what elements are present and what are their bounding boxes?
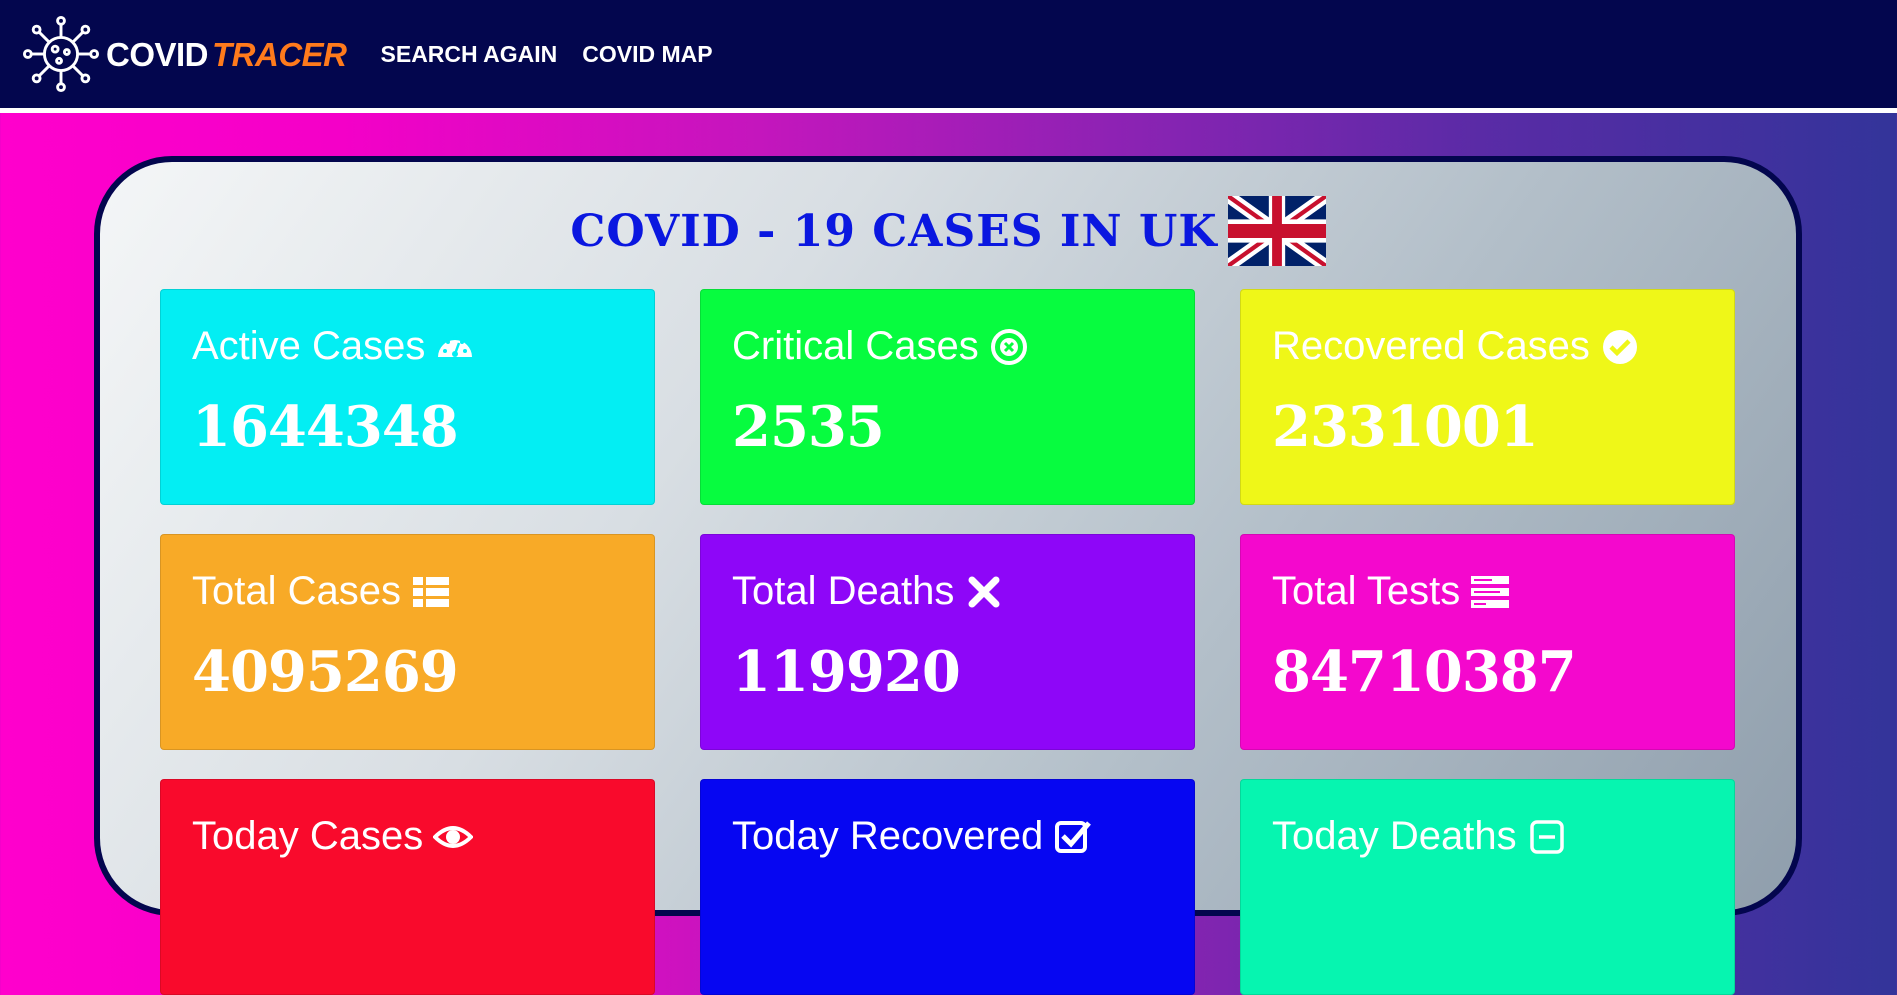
check-circle-icon (1602, 329, 1637, 364)
card-label: Critical Cases (732, 324, 979, 368)
brand-covid: COVID (106, 35, 209, 73)
navbar: COVID TRACER SEARCH AGAIN COVID MAP (0, 0, 1897, 113)
minus-square-icon (1529, 819, 1564, 854)
times-icon (968, 576, 1000, 607)
eye-icon (433, 825, 474, 848)
card-active-cases: Active Cases 1644348 (160, 289, 655, 505)
tasks-icon (1471, 575, 1510, 608)
card-label: Active Cases (192, 324, 426, 368)
card-value: 1644348 (192, 394, 459, 460)
card-today-deaths: Today Deaths (1240, 779, 1735, 995)
page-title-row: COVID - 19 CASES IN UK (100, 196, 1796, 266)
card-total-deaths: Total Deaths 119920 (700, 534, 1195, 750)
card-value: 84710387 (1272, 639, 1577, 705)
check-square-icon (1055, 820, 1092, 853)
brand-tracer: TRACER (212, 35, 347, 73)
card-value: 2331001 (1272, 394, 1539, 460)
card-today-recovered: Today Recovered (700, 779, 1195, 995)
card-label: Total Tests (1272, 569, 1461, 613)
card-value: 4095269 (192, 639, 459, 705)
card-critical-cases: Critical Cases 2535 (700, 289, 1195, 505)
card-total-cases: Total Cases 4095269 (160, 534, 655, 750)
card-recovered-cases: Recovered Cases 2331001 (1240, 289, 1735, 505)
card-label: Total Cases (192, 569, 401, 613)
list-icon (412, 576, 449, 607)
card-label: Total Deaths (732, 569, 955, 613)
nav-covid-map[interactable]: COVID MAP (582, 40, 713, 67)
brand-logo[interactable]: COVID TRACER (22, 14, 347, 94)
card-label: Recovered Cases (1272, 324, 1590, 368)
uk-flag-icon (1227, 196, 1326, 266)
card-total-tests: Total Tests 84710387 (1240, 534, 1735, 750)
card-value: 2535 (732, 394, 885, 460)
card-label: Today Recovered (732, 814, 1044, 858)
card-label: Today Deaths (1272, 814, 1517, 858)
virus-icon (22, 15, 100, 93)
brand-name: COVID TRACER (106, 38, 347, 71)
card-value: 119920 (732, 639, 961, 705)
nav-search-again[interactable]: SEARCH AGAIN (380, 40, 558, 67)
times-circle-icon (990, 328, 1027, 365)
card-label: Today Cases (192, 814, 424, 858)
card-today-cases: Today Cases (160, 779, 655, 995)
tachometer-icon (438, 335, 473, 357)
page-title: COVID - 19 CASES IN UK (570, 205, 1218, 257)
